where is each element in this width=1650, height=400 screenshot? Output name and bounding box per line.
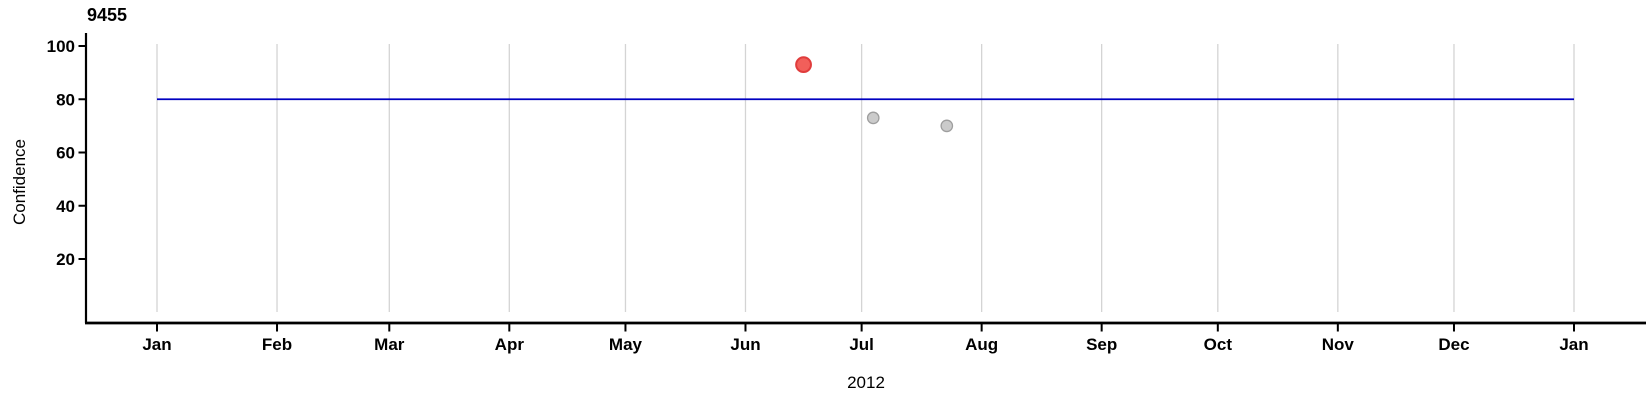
y-tick-label-40: 40 — [56, 197, 75, 216]
x-tick-label-oct-9: Oct — [1204, 335, 1233, 354]
chart-title: 9455 — [87, 5, 127, 25]
x-tick-label-feb-1: Feb — [262, 335, 292, 354]
x-tick-label-sep-8: Sep — [1086, 335, 1117, 354]
grid-layer — [156, 44, 1575, 312]
x-tick-label-jul-6: Jul — [849, 335, 874, 354]
y-tick-label-20: 20 — [56, 250, 75, 269]
x-tick-label-may-4: May — [609, 335, 643, 354]
axis-layer: 20 40 60 80 100 Jan Feb Mar Apr May Jun Jul Aug Sep Oc… — [47, 33, 1646, 354]
y-axis-title: Confidence — [10, 139, 29, 225]
x-tick-label-mar-2: Mar — [374, 335, 405, 354]
data-point-2012-07-04 — [866, 111, 880, 125]
x-tick-label-jan-0: Jan — [142, 335, 171, 354]
series-layer — [157, 56, 1574, 133]
x-tick-label-apr-3: Apr — [495, 335, 525, 354]
y-tick-label-80: 80 — [56, 90, 75, 109]
y-tick-label-60: 60 — [56, 144, 75, 163]
x-tick-label-jan-12: Jan — [1559, 335, 1588, 354]
data-point-2012-07-23 — [940, 119, 954, 133]
x-axis-year-label: 2012 — [847, 373, 885, 392]
x-tick-label-jun-5: Jun — [730, 335, 760, 354]
y-tick-label-100: 100 — [47, 37, 75, 56]
x-tick-label-dec-11: Dec — [1438, 335, 1469, 354]
x-tick-label-aug-7: Aug — [965, 335, 998, 354]
x-tick-label-nov-10: Nov — [1322, 335, 1355, 354]
data-point-highlighted-2012-06-16 — [795, 56, 812, 74]
